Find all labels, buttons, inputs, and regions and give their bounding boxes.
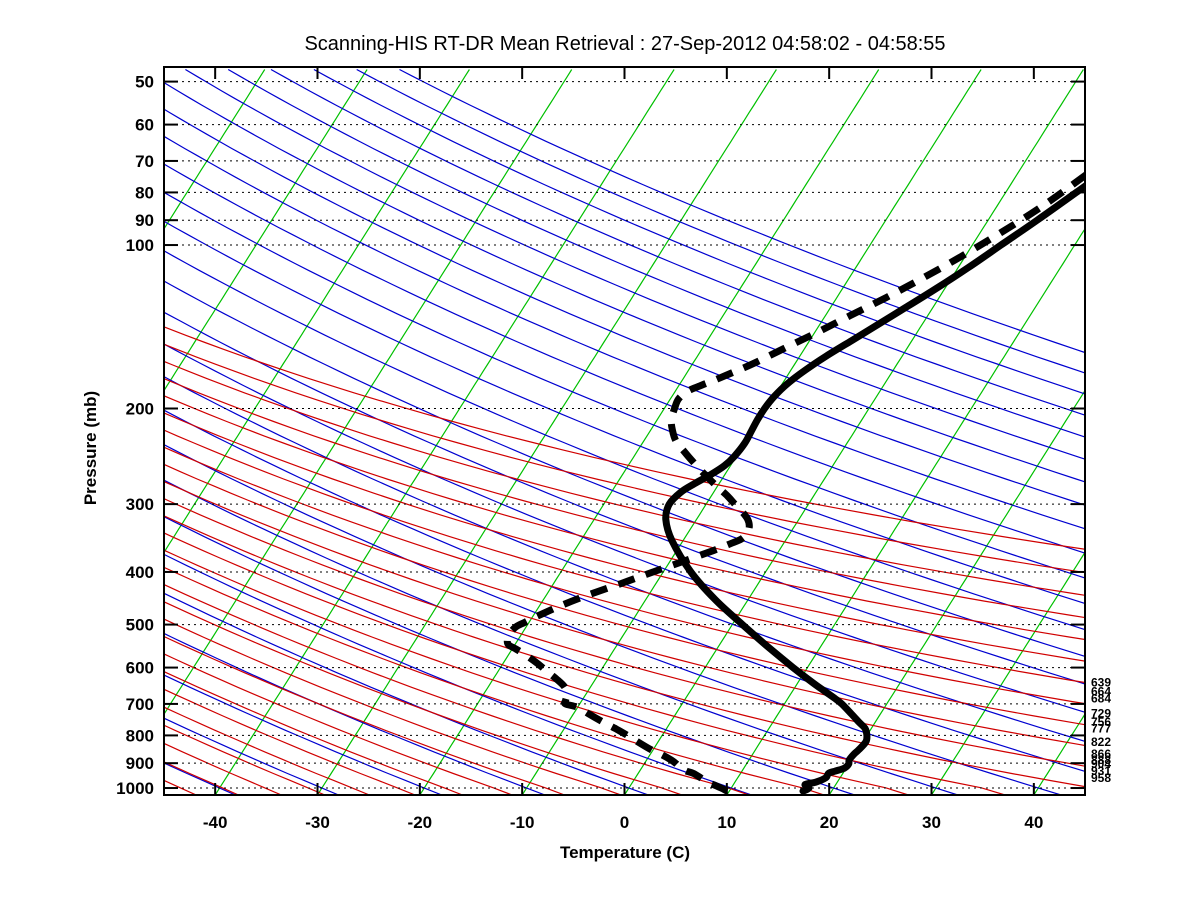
right-pressure-label: 904: [1091, 757, 1111, 771]
pressure-tick-label: 900: [126, 754, 154, 773]
pressure-tick-label: 60: [135, 116, 154, 135]
pressure-tick-label: 700: [126, 695, 154, 714]
pressure-axis-ticklabels: 50 60 70 80 90 100 200 300 400 500 600 700 800 900 100…: [116, 73, 154, 798]
pressure-tick-label: 800: [126, 726, 154, 745]
dry-adiabat-lines: [164, 68, 1085, 795]
temperature-tick-label: 10: [717, 813, 736, 832]
right-pressure-label: 639: [1091, 675, 1111, 689]
page-title: Scanning-HIS RT-DR Mean Retrieval : 27-S…: [304, 33, 945, 55]
plot-frame: [163, 66, 1086, 796]
right-pressure-label: 866: [1091, 747, 1111, 761]
x-axis-label: Temperature (C): [560, 843, 690, 862]
temperature-tick-label: -30: [305, 813, 330, 832]
temperature-tick-label: 0: [620, 813, 629, 832]
temperature-tick-label: -40: [203, 813, 228, 832]
temperature-tick-label: 30: [922, 813, 941, 832]
right-pressure-label: 822: [1091, 735, 1111, 749]
pressure-tick-label: 300: [126, 495, 154, 514]
pressure-tick-label: 200: [126, 400, 154, 419]
y-axis-label: Pressure (mb): [81, 391, 100, 505]
right-pressure-label: 931: [1091, 764, 1111, 778]
right-pressure-label: 664: [1091, 684, 1111, 698]
temperature-tick-label: 20: [820, 813, 839, 832]
pressure-tick-label: 1000: [116, 779, 154, 798]
right-pressure-label: 958: [1091, 771, 1111, 785]
right-pressure-label: 684: [1091, 691, 1111, 705]
dewpoint-profile-curve: [503, 171, 1085, 795]
pressure-tick-label: 50: [135, 73, 154, 92]
temperature-profile-curve: [662, 181, 1085, 795]
pressure-axis-ticks: [164, 80, 1085, 790]
isotherm-lines: [164, 69, 1085, 795]
pressure-tick-label: 90: [135, 211, 154, 230]
right-pressure-label: 777: [1091, 722, 1111, 736]
pressure-tick-label: 400: [126, 563, 154, 582]
right-pressure-label: 756: [1091, 715, 1111, 729]
pressure-tick-label: 100: [126, 236, 154, 255]
right-pressure-label: 729: [1091, 706, 1111, 720]
pressure-tick-label: 70: [135, 152, 154, 171]
temperature-tick-label: -10: [510, 813, 535, 832]
pressure-tick-label: 80: [135, 183, 154, 202]
temperature-axis-ticks: [214, 67, 1035, 795]
pressure-tick-label: 600: [126, 659, 154, 678]
pressure-tick-label: 500: [126, 616, 154, 635]
temperature-tick-label: -20: [408, 813, 433, 832]
right-pressure-label: 888: [1091, 753, 1111, 767]
temperature-axis-ticklabels: -40 -30 -20 -10 0 10 20 30 40: [203, 813, 1043, 832]
saturation-mixing-ratio-lines: [164, 326, 1085, 795]
temperature-tick-label: 40: [1024, 813, 1043, 832]
